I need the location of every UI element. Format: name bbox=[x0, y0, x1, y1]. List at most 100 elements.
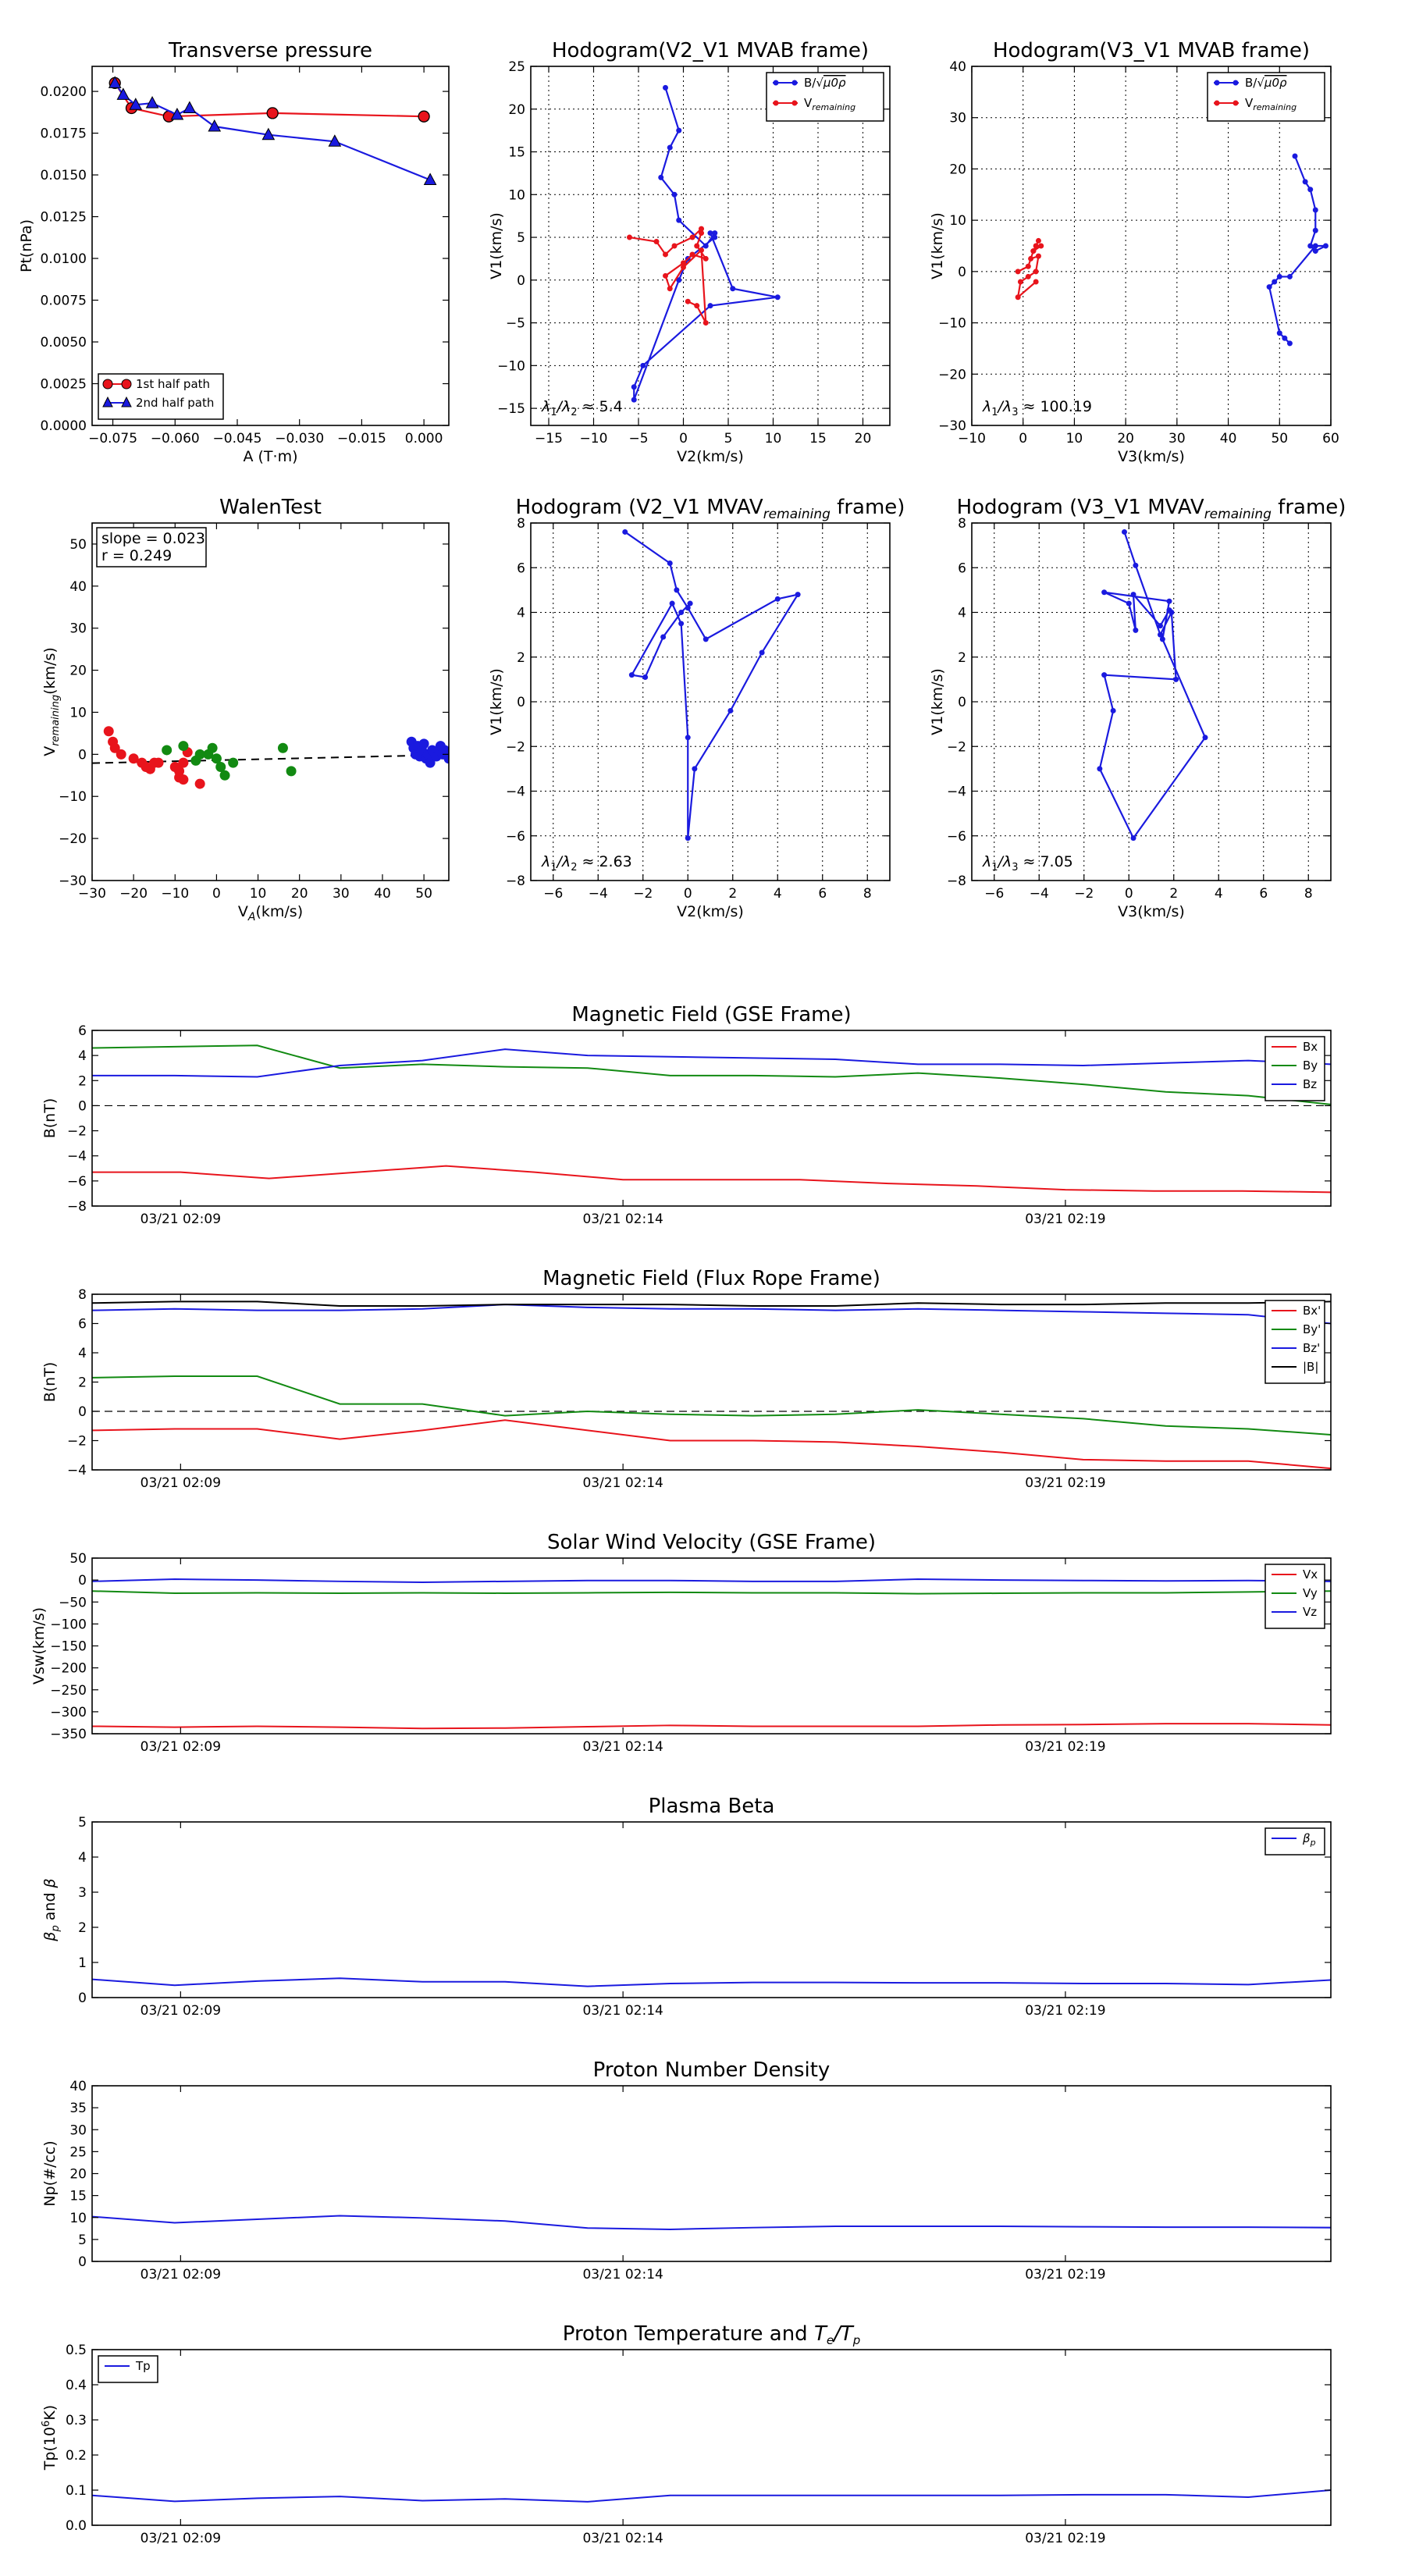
y-tick-label: −2 bbox=[67, 1124, 87, 1140]
x-tick-label: 03/21 02:09 bbox=[140, 2531, 221, 2546]
data-point bbox=[1158, 632, 1163, 638]
x-tick-label: 40 bbox=[374, 886, 391, 902]
data-point bbox=[116, 87, 130, 100]
data-point bbox=[1312, 227, 1318, 233]
data-point bbox=[676, 277, 682, 283]
data-point bbox=[681, 260, 686, 266]
data-point bbox=[663, 251, 668, 258]
axes-frame bbox=[91, 2085, 1332, 2262]
y-tick-label: 0 bbox=[78, 1991, 87, 2006]
series-line bbox=[92, 2489, 1331, 2503]
legend-label: 2nd half path bbox=[136, 396, 214, 410]
data-point bbox=[702, 243, 709, 249]
y-tick-label: 15 bbox=[69, 2189, 87, 2204]
legend-label: By' bbox=[1303, 1322, 1321, 1336]
legend-box bbox=[98, 2355, 158, 2383]
y-tick-label: −2 bbox=[67, 1434, 87, 1450]
y-tick-label: 0.0000 bbox=[41, 418, 87, 434]
x-tick-label: −20 bbox=[119, 886, 148, 902]
legend-box bbox=[1207, 72, 1325, 122]
legend-label: Bx' bbox=[1303, 1304, 1321, 1318]
stats-text: r = 0.249 bbox=[101, 547, 172, 564]
data-point bbox=[1122, 528, 1127, 535]
y-axis-label: V1(km/s) bbox=[488, 212, 505, 279]
series-line bbox=[114, 82, 431, 181]
data-point bbox=[689, 234, 695, 240]
chart-walen: −30 −20 −10 0 10 20 30 40 50 −30 −20 −10 0 10 20 30 40 50… bbox=[41, 496, 450, 923]
y-tick-label: 5 bbox=[517, 230, 525, 246]
y-tick-label: 2 bbox=[78, 1920, 87, 1936]
y-axis-label: B(nT) bbox=[41, 1098, 59, 1139]
y-tick-label: 15 bbox=[508, 145, 525, 161]
x-tick-label: −2 bbox=[633, 886, 653, 902]
data-point bbox=[774, 596, 781, 602]
series-0 bbox=[1097, 528, 1208, 841]
data-point bbox=[103, 726, 114, 737]
x-tick-label: −4 bbox=[589, 886, 608, 902]
series-0 bbox=[108, 76, 430, 123]
data-point bbox=[1286, 340, 1293, 347]
x-tick-label: −30 bbox=[78, 886, 106, 902]
y-axis-label: βp and β bbox=[41, 1878, 62, 1941]
y-tick-label: −8 bbox=[506, 873, 525, 889]
y-tick-label: −15 bbox=[497, 401, 525, 417]
data-point bbox=[170, 107, 184, 120]
data-point bbox=[642, 674, 649, 681]
legend: B/√μ0ρ Vremaining bbox=[766, 72, 884, 122]
series-1 bbox=[162, 741, 297, 781]
legend-label: Bz bbox=[1303, 1077, 1317, 1091]
data-point bbox=[183, 101, 197, 113]
legend: Vx Vy Vz bbox=[1264, 1564, 1325, 1629]
chart-np: 03/21 02:09 03/21 02:14 03/21 02:19 0 5 10 15 2… bbox=[41, 2058, 1332, 2282]
stats-text: slope = 0.023 bbox=[101, 530, 205, 547]
y-tick-label: −300 bbox=[50, 1705, 87, 1720]
x-tick-label: 03/21 02:19 bbox=[1025, 1739, 1105, 1755]
x-tick-label: 03/21 02:14 bbox=[582, 1475, 663, 1491]
data-point bbox=[1307, 187, 1314, 193]
x-tick-label: −6 bbox=[543, 886, 563, 902]
x-axis-label: V3(km/s) bbox=[1118, 448, 1185, 465]
x-tick-label: −0.060 bbox=[151, 431, 200, 447]
y-tick-label: 0.0200 bbox=[41, 84, 87, 100]
y-tick-label: −6 bbox=[67, 1174, 87, 1190]
data-point bbox=[702, 255, 709, 262]
x-tick-label: −0.015 bbox=[337, 431, 386, 447]
data-point bbox=[1015, 294, 1021, 301]
data-point bbox=[194, 749, 205, 760]
y-axis-label: Vsw(km/s) bbox=[30, 1607, 48, 1685]
data-point bbox=[128, 753, 139, 764]
legend: βp bbox=[1264, 1827, 1325, 1856]
annotation: λ1/λ3 ≈ 100.19 bbox=[982, 398, 1092, 418]
data-point bbox=[628, 672, 635, 678]
x-tick-label: 0 bbox=[212, 886, 221, 902]
series-line bbox=[92, 1578, 1331, 1583]
y-tick-label: −10 bbox=[497, 358, 525, 374]
series-line bbox=[92, 1300, 1331, 1307]
data-point bbox=[162, 745, 173, 756]
y-tick-label: 0.0125 bbox=[41, 210, 87, 226]
data-point bbox=[1202, 735, 1208, 741]
x-tick-label: 03/21 02:14 bbox=[582, 1739, 663, 1755]
x-tick-label: −10 bbox=[958, 431, 986, 447]
y-tick-label: 0.3 bbox=[66, 2413, 87, 2428]
y-tick-label: 4 bbox=[78, 1850, 87, 1866]
y-tick-label: −2 bbox=[947, 739, 966, 755]
data-point bbox=[702, 320, 709, 326]
legend-label: Vy bbox=[1303, 1586, 1318, 1600]
legend: Tp bbox=[98, 2355, 158, 2383]
chart-title: Hodogram(V3_V1 MVAB frame) bbox=[993, 39, 1310, 62]
x-tick-label: 03/21 02:19 bbox=[1025, 1212, 1105, 1227]
y-tick-label: −200 bbox=[50, 1661, 87, 1677]
y-tick-label: 25 bbox=[508, 59, 525, 75]
data-point bbox=[1266, 284, 1272, 290]
y-tick-label: −10 bbox=[59, 789, 87, 805]
data-point bbox=[631, 397, 637, 403]
x-tick-label: 20 bbox=[855, 431, 872, 447]
data-point bbox=[1292, 153, 1298, 159]
y-tick-label: 30 bbox=[949, 111, 966, 126]
y-tick-label: 2 bbox=[78, 1375, 87, 1391]
axes-frame bbox=[91, 2349, 1332, 2526]
series-line bbox=[624, 531, 800, 838]
y-tick-label: 25 bbox=[69, 2144, 87, 2160]
x-axis-label: VA(km/s) bbox=[238, 903, 303, 923]
